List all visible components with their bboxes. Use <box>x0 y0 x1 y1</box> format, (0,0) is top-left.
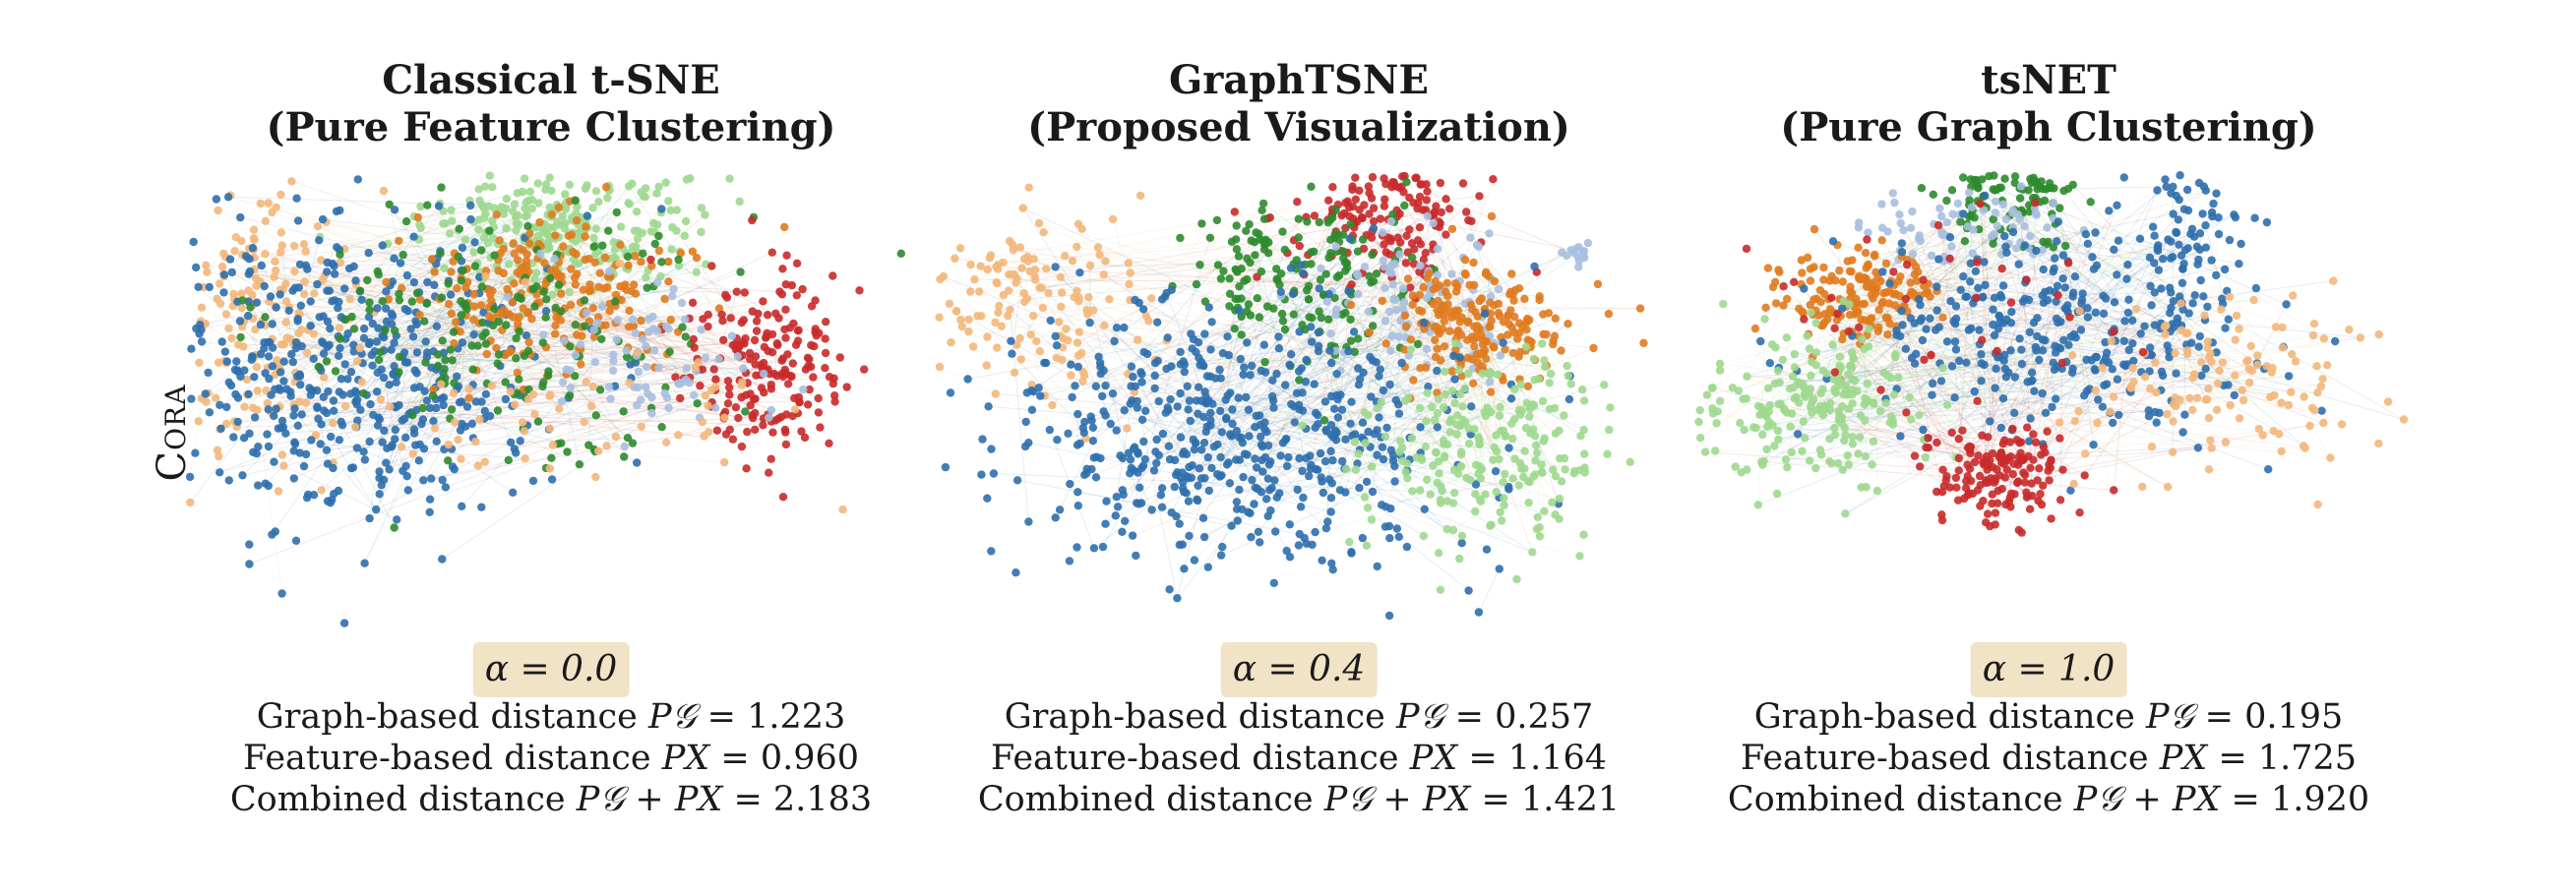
panel-title: tsNET (Pure Graph Clustering) <box>1675 57 2423 151</box>
panel-title: Classical t-SNE (Pure Feature Clustering… <box>177 57 925 151</box>
metric-label: Feature-based distance <box>1740 739 2149 778</box>
metric-value: 1.725 <box>2257 739 2358 778</box>
metrics: Graph-based distance P𝒢 = 0.257 Feature-… <box>925 696 1673 820</box>
alpha-badge: α = 0.4 <box>1220 642 1378 697</box>
metric-equals: = <box>1481 780 1510 819</box>
metric-symbol: PX <box>2159 739 2208 778</box>
metric-symbol: PX <box>661 739 710 778</box>
metric-label: Graph-based distance <box>1753 697 2135 737</box>
metric-symbol: P𝒢 <box>648 697 697 737</box>
metric-label: Combined distance <box>229 780 566 819</box>
panel-title-line2: (Proposed Visualization) <box>1027 104 1570 150</box>
metric-equals: = <box>2204 697 2234 737</box>
metric-symbol: P𝒢 + PX <box>2073 780 2221 819</box>
metric-equals: = <box>2218 739 2247 778</box>
scatter-plot <box>185 171 905 627</box>
metric-graph-distance: Graph-based distance P𝒢 = 0.195 <box>1675 696 2423 738</box>
panel-title-line1: tsNET <box>1981 57 2116 103</box>
metric-feature-distance: Feature-based distance PX = 1.725 <box>1675 738 2423 779</box>
metric-label: Feature-based distance <box>242 739 651 778</box>
metric-combined-distance: Combined distance P𝒢 + PX = 1.920 <box>1675 779 2423 820</box>
alpha-badge: α = 0.0 <box>472 642 630 697</box>
scatter-plot <box>1694 171 2409 537</box>
metric-value: 1.223 <box>747 697 846 737</box>
graph-nodes <box>1694 171 2409 537</box>
metric-equals: = <box>2231 780 2260 819</box>
graph-nodes <box>935 171 1648 621</box>
metric-value: 1.920 <box>2270 780 2370 819</box>
metric-value: 1.421 <box>1520 780 1621 819</box>
metric-symbol: P𝒢 + PX <box>576 780 723 819</box>
metric-graph-distance: Graph-based distance P𝒢 = 0.257 <box>925 696 1673 738</box>
metric-label: Graph-based distance <box>256 697 638 737</box>
metric-value: 2.183 <box>772 780 873 819</box>
metric-equals: = <box>733 780 763 819</box>
metric-feature-distance: Feature-based distance PX = 1.164 <box>925 738 1673 779</box>
panel-classical-tsne: Classical t-SNE (Pure Feature Clustering… <box>177 0 925 893</box>
metrics: Graph-based distance P𝒢 = 0.195 Feature-… <box>1675 696 2423 820</box>
panel-title-line2: (Pure Feature Clustering) <box>266 104 836 150</box>
metrics: Graph-based distance P𝒢 = 1.223 Feature-… <box>177 696 925 820</box>
metric-value: 0.257 <box>1495 697 1594 737</box>
metric-label: Combined distance <box>977 780 1314 819</box>
alpha-badge: α = 1.0 <box>1970 642 2127 697</box>
metric-symbol: P𝒢 <box>1396 697 1444 737</box>
metric-value: 1.164 <box>1507 739 1608 778</box>
metric-value: 0.960 <box>760 739 860 778</box>
metric-label: Graph-based distance <box>1004 697 1385 737</box>
metric-symbol: PX <box>1409 739 1458 778</box>
metric-symbol: P𝒢 + PX <box>1323 780 1471 819</box>
metric-label: Feature-based distance <box>990 739 1399 778</box>
metric-combined-distance: Combined distance P𝒢 + PX = 1.421 <box>925 779 1673 820</box>
panel-tsnet: tsNET (Pure Graph Clustering) α = 1.0 Gr… <box>1675 0 2423 893</box>
panel-title-line2: (Pure Graph Clustering) <box>1780 104 2317 150</box>
metric-equals: = <box>706 697 736 737</box>
metric-symbol: P𝒢 <box>2146 697 2194 737</box>
scatter-plot <box>935 171 1648 621</box>
metric-feature-distance: Feature-based distance PX = 0.960 <box>177 738 925 779</box>
metric-label: Combined distance <box>1727 780 2063 819</box>
metric-equals: = <box>1468 739 1498 778</box>
metric-equals: = <box>720 739 750 778</box>
panel-title-line1: Classical t-SNE <box>382 57 720 103</box>
metric-equals: = <box>1454 697 1484 737</box>
panel-title: GraphTSNE (Proposed Visualization) <box>925 57 1673 151</box>
panel-title-line1: GraphTSNE <box>1169 57 1429 103</box>
metric-combined-distance: Combined distance P𝒢 + PX = 2.183 <box>177 779 925 820</box>
graph-nodes <box>185 171 905 627</box>
panel-graphtsne: GraphTSNE (Proposed Visualization) α = 0… <box>925 0 1673 893</box>
metric-graph-distance: Graph-based distance P𝒢 = 1.223 <box>177 696 925 738</box>
metric-value: 0.195 <box>2244 697 2344 737</box>
